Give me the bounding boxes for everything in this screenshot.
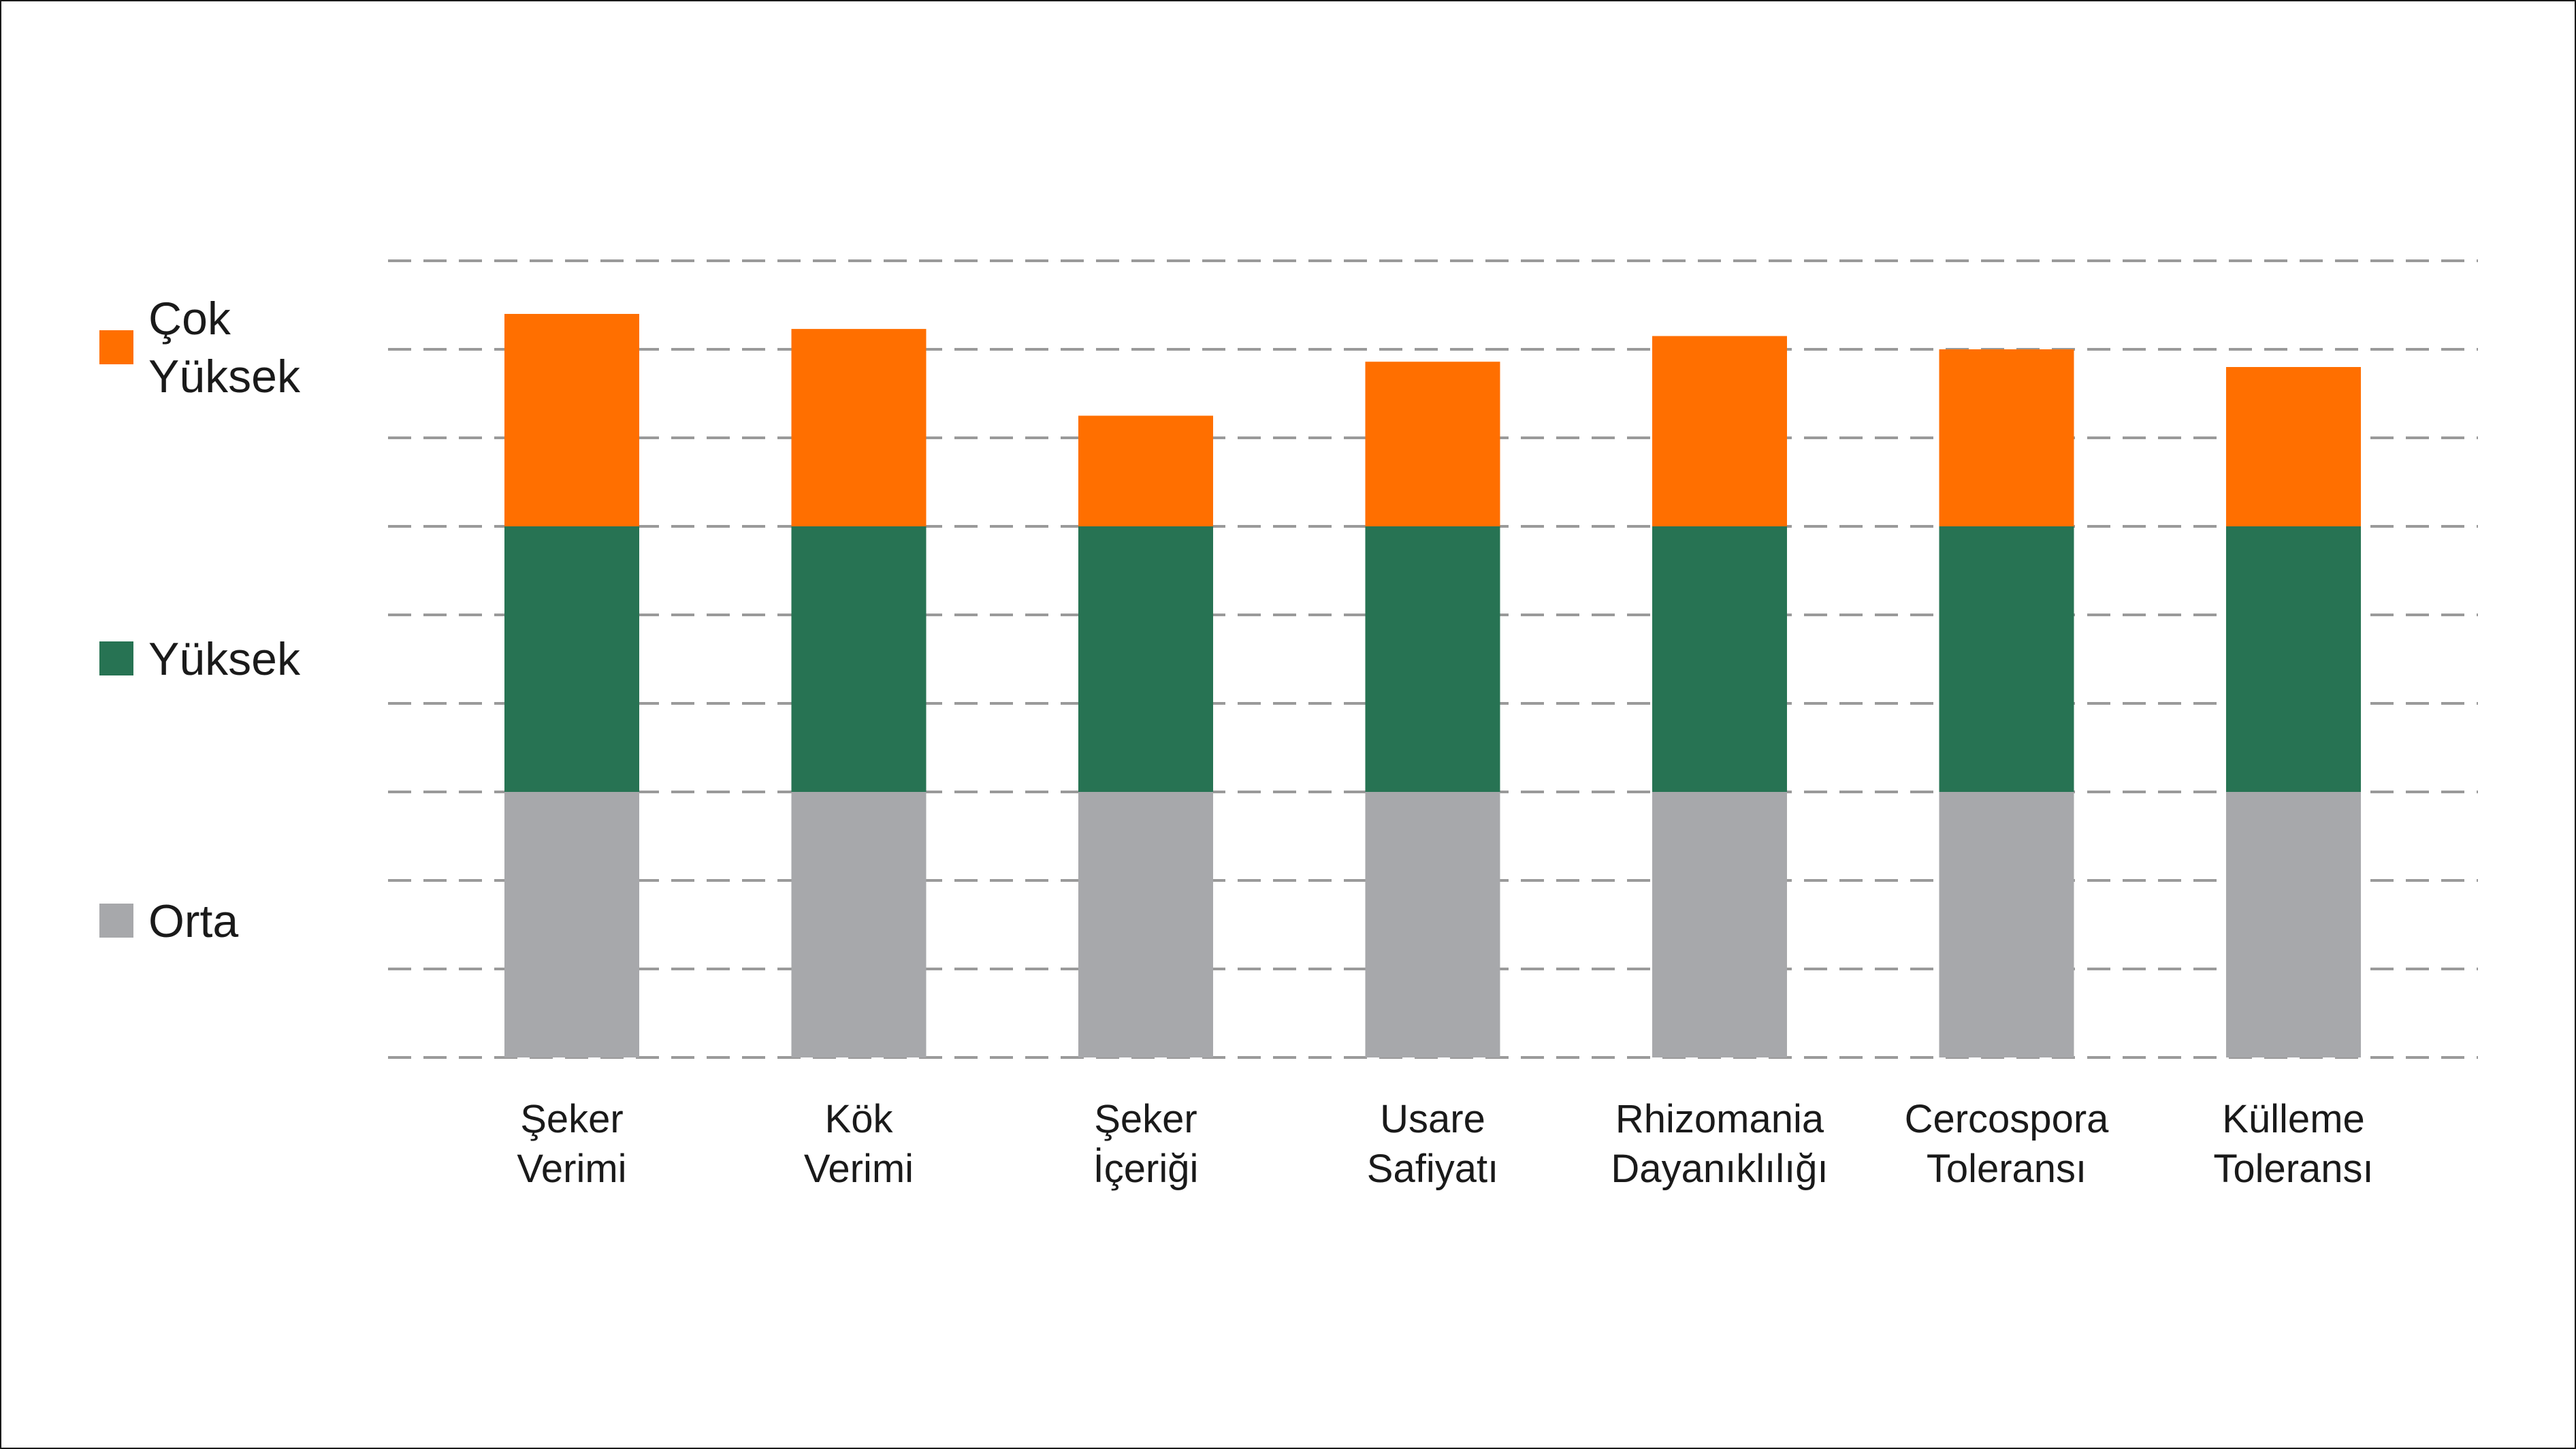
bar-segment-yüksek [1078,526,1213,792]
legend-label: Orta [148,895,238,947]
bar-segment-çok-yüksek [1652,336,1787,526]
bar-segment-çok-yüksek [2226,367,2361,526]
legend-label: Çok [148,293,231,345]
x-tick-label: Cercospora [1905,1097,2110,1141]
bar-segment-yüksek [2226,526,2361,792]
legend-swatch [99,641,133,675]
bar-segment-orta [791,792,927,1057]
bar-segment-yüksek [504,526,639,792]
x-tick-label: Usare [1380,1097,1485,1141]
x-tick-label: Toleransı [1927,1147,2087,1191]
bar-segment-çok-yüksek [1078,415,1213,526]
legend-swatch [99,330,133,364]
legend-label: Yüksek [148,633,301,685]
x-tick-label: İçeriği [1093,1147,1199,1191]
x-tick-label: Rhizomania [1615,1097,1824,1141]
x-tick-label: Kök [825,1097,894,1141]
x-tick-label: Külleme [2222,1097,2365,1141]
bar-segment-orta [504,792,639,1057]
bar-segment-orta [1939,792,2074,1057]
bar-segment-orta [1078,792,1213,1057]
x-tick-label: Toleransı [2213,1147,2373,1191]
bar-segment-yüksek [1939,526,2074,792]
x-tick-label: Şeker [520,1097,624,1141]
bar-segment-çok-yüksek [1365,362,1500,526]
x-tick-label: Dayanıklılığı [1611,1147,1828,1191]
x-axis-tick-labels: Şeker Verimi Kök Verimi Şeker İçeriği Usare Saf… [517,1097,2373,1191]
legend: Çok Yüksek Yüksek Orta [99,293,301,947]
bar-segment-çok-yüksek [791,329,927,526]
bar-segment-orta [1365,792,1500,1057]
bar-segment-yüksek [1652,526,1787,792]
x-tick-label: Verimi [517,1147,626,1191]
legend-swatch [99,904,133,938]
bar-segment-yüksek [791,526,927,792]
x-tick-label: Safiyatı [1367,1147,1498,1191]
bars [504,314,2361,1057]
x-tick-label: Verimi [804,1147,914,1191]
legend-label: Yüksek [148,351,301,402]
bar-segment-yüksek [1365,526,1500,792]
bar-segment-çok-yüksek [1939,349,2074,526]
bar-segment-orta [2226,792,2361,1057]
bar-segment-orta [1652,792,1787,1057]
x-tick-label: Şeker [1094,1097,1197,1141]
bar-segment-çok-yüksek [504,314,639,526]
